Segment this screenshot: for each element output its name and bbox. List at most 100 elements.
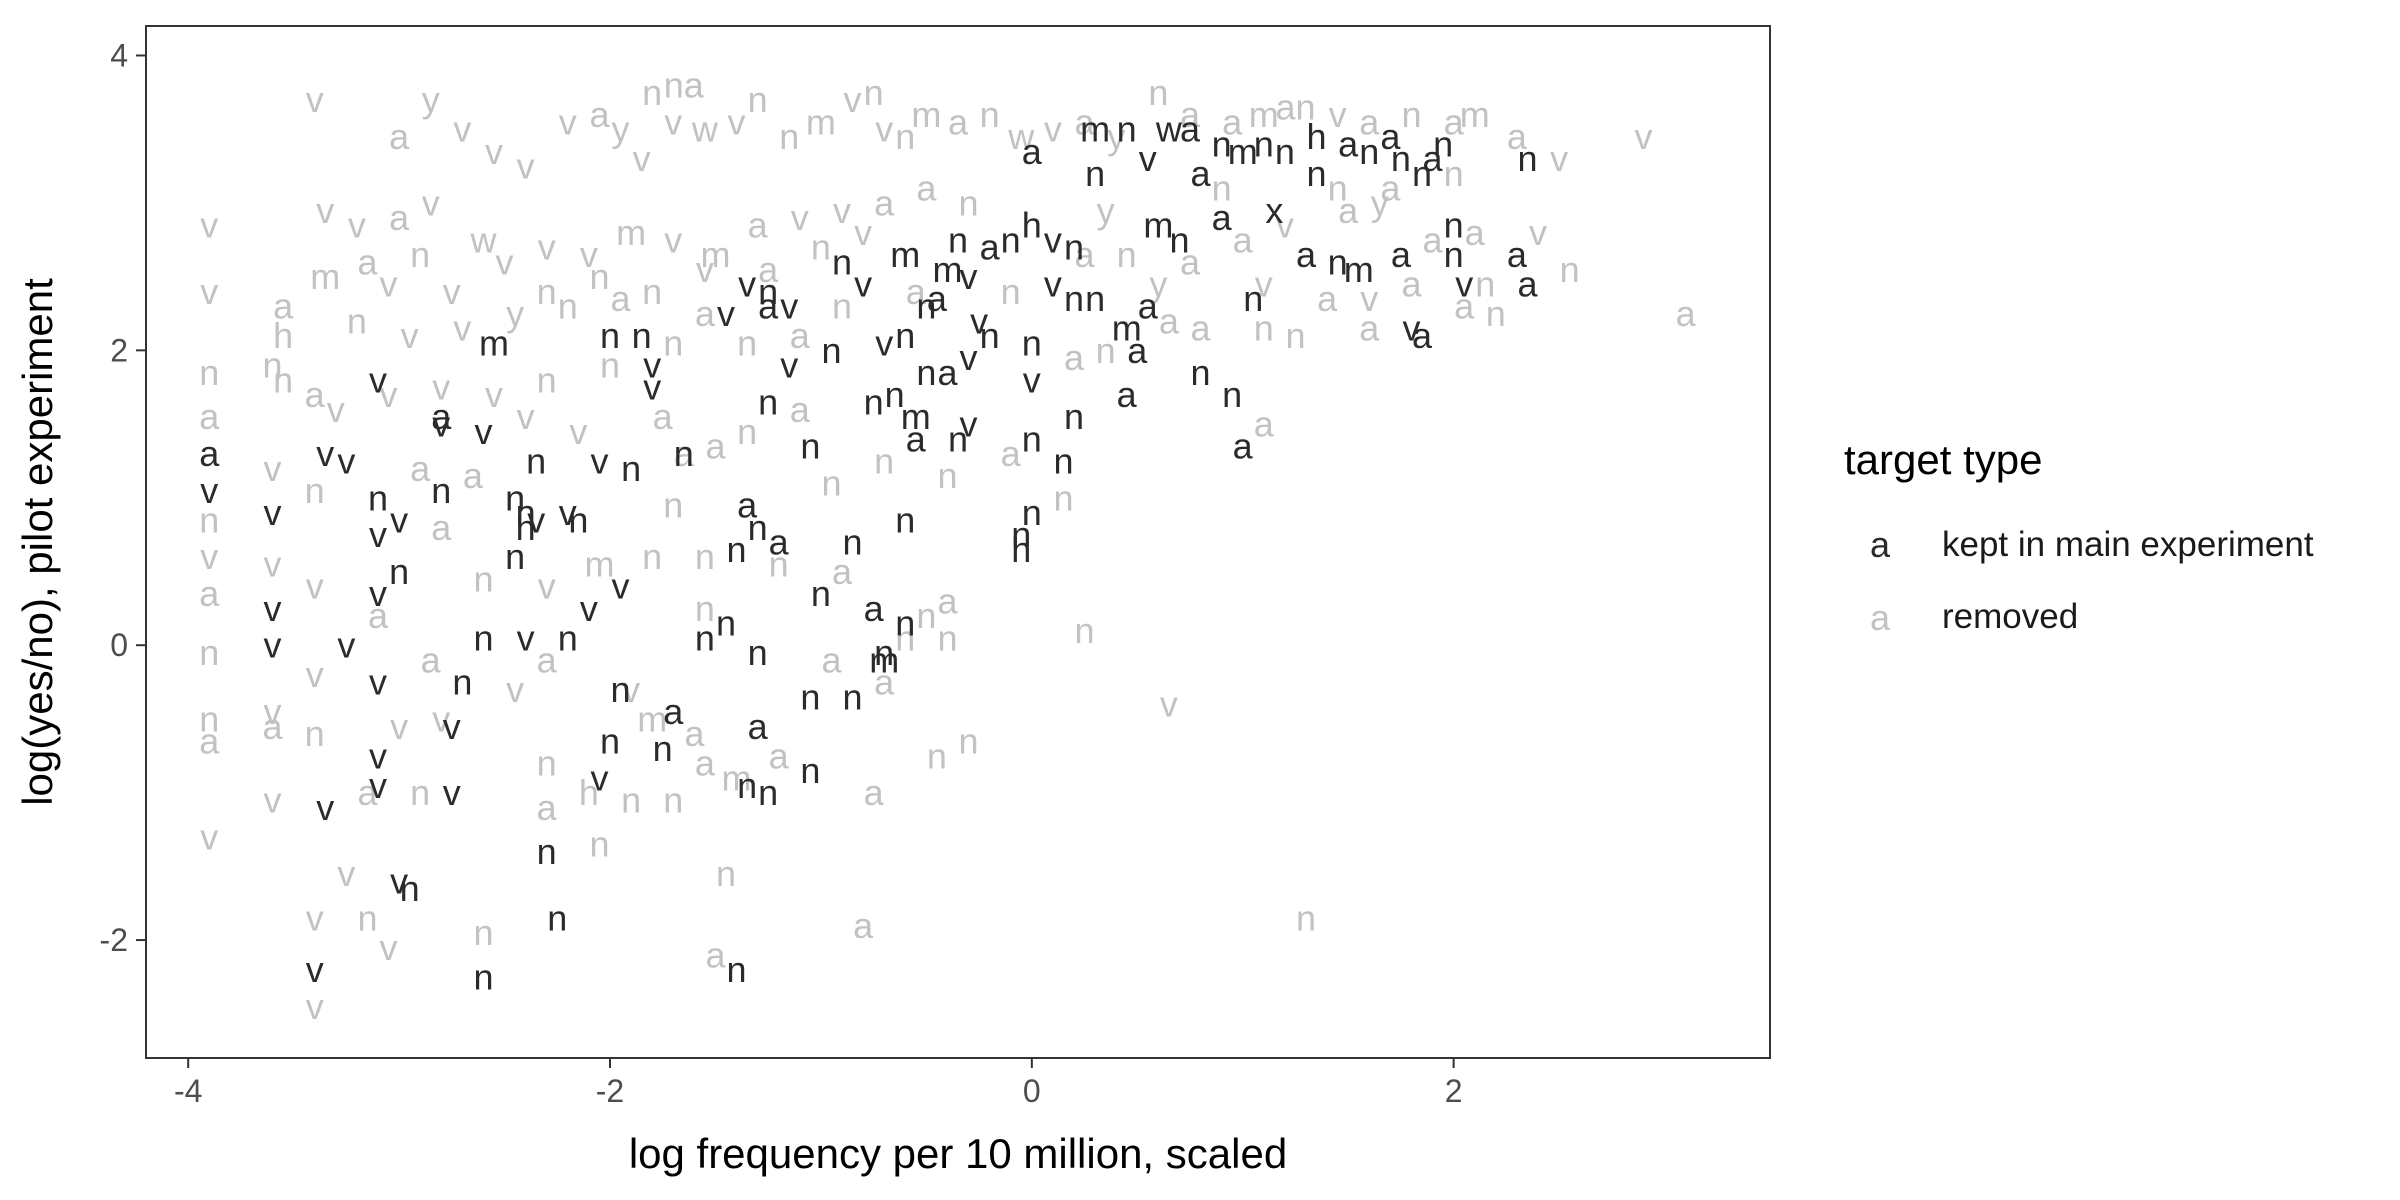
point-kept: v xyxy=(527,499,545,540)
point-removed: a xyxy=(1001,433,1022,474)
point-kept: n xyxy=(610,669,630,710)
point-removed: n xyxy=(895,617,915,658)
point-kept: a xyxy=(663,691,684,732)
point-kept: a xyxy=(1422,138,1443,179)
point-kept: n xyxy=(1359,131,1379,172)
point-removed: v xyxy=(696,249,714,290)
point-removed: y xyxy=(506,293,524,334)
x-axis-title: log frequency per 10 million, scaled xyxy=(629,1130,1287,1177)
point-kept: v xyxy=(1044,264,1062,305)
point-removed: a xyxy=(199,721,220,762)
point-kept: v xyxy=(643,345,661,386)
point-kept: m xyxy=(1344,249,1374,290)
point-removed: v xyxy=(664,219,682,260)
point-removed: a xyxy=(1317,278,1338,319)
point-removed: v xyxy=(306,79,324,120)
point-removed: a xyxy=(273,286,294,327)
point-removed: v xyxy=(833,190,851,231)
point-kept: n xyxy=(916,286,936,327)
point-kept: v xyxy=(1403,308,1421,349)
point-removed: m xyxy=(616,212,646,253)
point-removed: v xyxy=(390,706,408,747)
point-removed: n xyxy=(1560,249,1580,290)
point-removed: v xyxy=(432,367,450,408)
y-tick-label: 4 xyxy=(110,37,128,73)
point-removed: w xyxy=(1007,116,1035,157)
point-kept: a xyxy=(1296,234,1317,275)
point-kept: m xyxy=(901,396,931,437)
point-kept: m xyxy=(1143,205,1173,246)
point-kept: x xyxy=(1265,190,1283,231)
point-removed: n xyxy=(1328,168,1348,209)
point-kept: v xyxy=(390,861,408,902)
point-removed: v xyxy=(306,897,324,938)
point-kept: n xyxy=(895,499,915,540)
point-kept: n xyxy=(1433,123,1453,164)
point-removed: v xyxy=(306,566,324,607)
point-kept: a xyxy=(431,396,452,437)
point-removed: a xyxy=(758,249,779,290)
point-kept: n xyxy=(842,676,862,717)
point-removed: v xyxy=(496,241,514,282)
point-kept: v xyxy=(960,404,978,445)
plot-panel-border xyxy=(145,25,1771,1059)
point-removed: n xyxy=(769,544,789,585)
point-removed: n xyxy=(1486,293,1506,334)
point-removed: n xyxy=(1475,264,1495,305)
point-kept: v xyxy=(643,367,661,408)
point-removed: v xyxy=(1635,116,1653,157)
point-removed: m xyxy=(585,544,615,585)
point-removed: v xyxy=(569,411,587,452)
point-kept: h xyxy=(516,507,536,548)
point-kept: v xyxy=(316,433,334,474)
point-kept: n xyxy=(674,433,694,474)
point-removed: n xyxy=(1212,168,1232,209)
point-removed: n xyxy=(811,227,831,268)
point-kept: a xyxy=(1517,264,1538,305)
point-removed: v xyxy=(1276,205,1294,246)
point-removed: h xyxy=(273,315,293,356)
point-kept: a xyxy=(1380,116,1401,157)
point-removed: n xyxy=(663,780,683,821)
point-removed: v xyxy=(1360,278,1378,319)
y-axis: -2 0 2 4 xyxy=(100,37,146,958)
legend-key-removed: a xyxy=(1870,597,1891,638)
x-tick-label: 0 xyxy=(1023,1073,1041,1109)
x-tick-label: -4 xyxy=(174,1073,202,1109)
point-removed: y xyxy=(1149,264,1167,305)
point-removed: a xyxy=(1180,241,1201,282)
point-kept: n xyxy=(1064,396,1084,437)
point-kept: n xyxy=(800,426,820,467)
point-removed: v xyxy=(264,691,282,732)
point-removed: v xyxy=(517,146,535,187)
point-kept: v xyxy=(780,286,798,327)
point-kept: n xyxy=(1190,352,1210,393)
point-removed: n xyxy=(916,595,936,636)
point-removed: a xyxy=(653,396,674,437)
point-kept: n xyxy=(726,949,746,990)
point-removed: v xyxy=(380,374,398,415)
point-removed: n xyxy=(642,536,662,577)
point-kept: n xyxy=(516,492,536,533)
point-removed: a xyxy=(1159,300,1180,341)
point-kept: n xyxy=(1275,131,1295,172)
point-removed: a xyxy=(906,271,927,312)
point-removed: n xyxy=(357,897,377,938)
point-removed: n xyxy=(663,485,683,526)
point-kept: v xyxy=(443,706,461,747)
point-kept: a xyxy=(1507,234,1528,275)
point-removed: a xyxy=(948,101,969,142)
point-kept: n xyxy=(1064,278,1084,319)
point-kept: n xyxy=(1412,153,1432,194)
point-kept: v xyxy=(717,293,735,334)
point-removed: a xyxy=(262,706,283,747)
point-kept: n xyxy=(1222,374,1242,415)
point-kept: v xyxy=(264,492,282,533)
point-kept: m xyxy=(869,639,899,680)
point-kept: n xyxy=(980,315,1000,356)
point-removed: a xyxy=(705,934,726,975)
point-removed: n xyxy=(1053,477,1073,518)
point-kept: n xyxy=(505,477,525,518)
point-removed: m xyxy=(701,234,731,275)
